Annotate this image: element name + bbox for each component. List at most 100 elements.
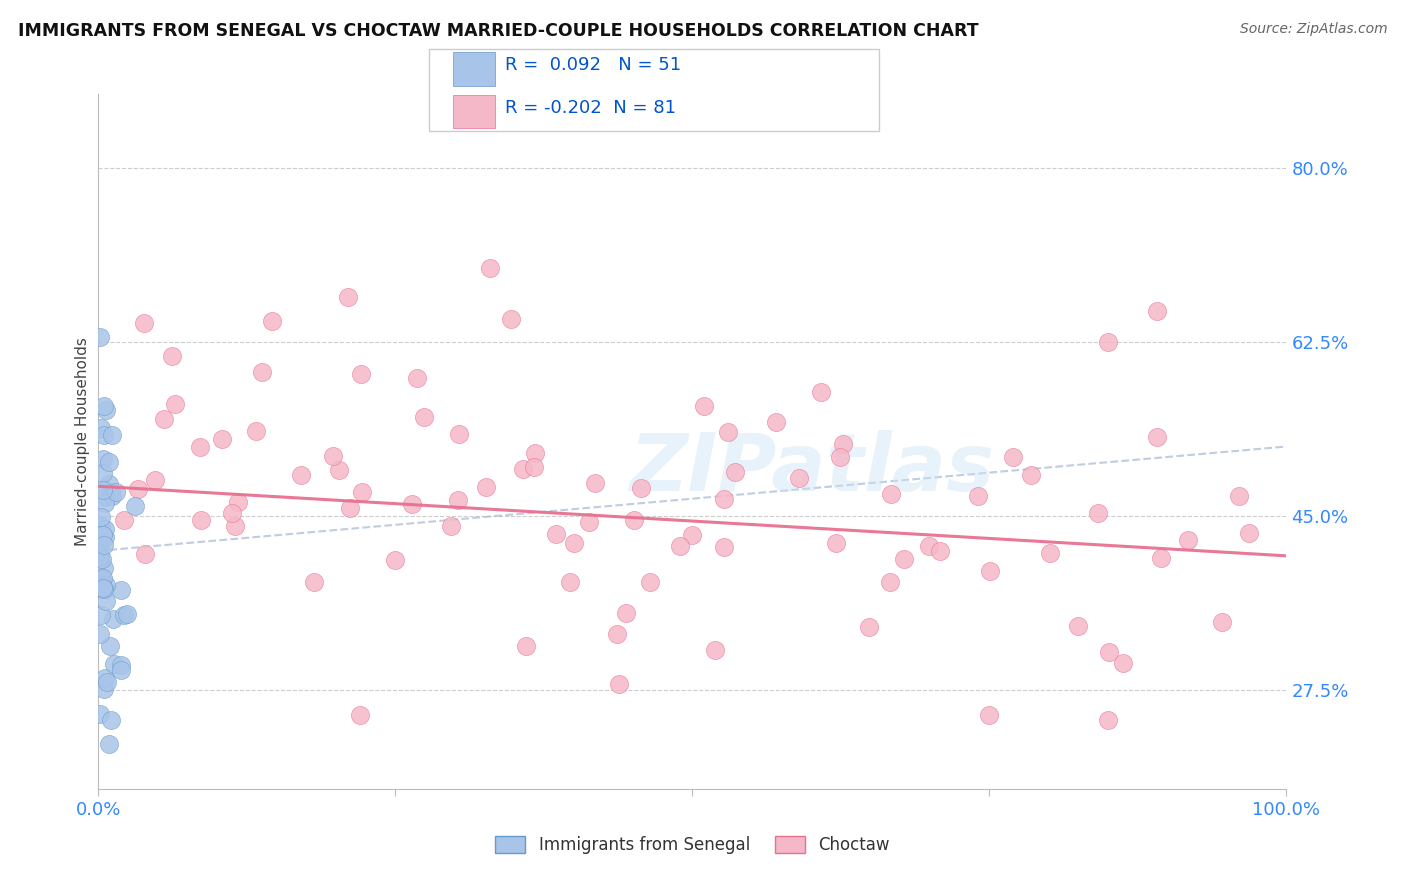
Point: [98, 477, 121, 491]
Point: [94, 671, 117, 685]
Point: [713, 491, 735, 506]
Point: [825, 536, 848, 550]
Point: [89, 549, 111, 563]
Point: [614, 607, 637, 621]
Point: [810, 385, 832, 400]
Point: [152, 412, 174, 426]
Point: [93, 400, 115, 414]
Point: [89, 330, 111, 344]
Point: [560, 574, 582, 589]
Point: [349, 707, 371, 722]
Text: Source: ZipAtlas.com: Source: ZipAtlas.com: [1240, 22, 1388, 37]
Point: [91, 581, 114, 595]
Point: [1146, 430, 1168, 444]
Point: [336, 290, 359, 304]
Point: [1039, 546, 1062, 560]
Point: [90, 510, 112, 524]
Point: [328, 463, 350, 477]
Point: [703, 642, 725, 657]
Point: [132, 316, 155, 330]
Point: [929, 544, 952, 558]
Point: [440, 518, 463, 533]
Point: [110, 583, 132, 598]
Point: [401, 497, 423, 511]
Point: [104, 484, 127, 499]
Point: [93, 681, 115, 696]
Text: R =  0.092   N = 51: R = 0.092 N = 51: [505, 56, 681, 74]
Point: [606, 626, 628, 640]
Point: [1097, 335, 1119, 350]
Point: [640, 575, 662, 590]
Point: [669, 539, 692, 553]
Point: [93, 537, 115, 551]
Point: [512, 462, 534, 476]
Point: [979, 707, 1001, 722]
Point: [94, 522, 117, 536]
Point: [93, 560, 115, 574]
Point: [524, 446, 547, 460]
Point: [322, 449, 344, 463]
Point: [1112, 656, 1135, 670]
Point: [93, 582, 115, 597]
Point: [787, 471, 810, 485]
Point: [583, 475, 606, 490]
Point: [630, 481, 652, 495]
Point: [134, 547, 156, 561]
Point: [90, 574, 112, 588]
Point: [681, 527, 703, 541]
Point: [578, 515, 600, 529]
Point: [1177, 533, 1199, 547]
Point: [880, 487, 903, 501]
Point: [100, 713, 122, 727]
Point: [832, 437, 855, 451]
Point: [499, 312, 522, 326]
Point: [523, 460, 546, 475]
Point: [693, 399, 716, 413]
Point: [1227, 489, 1250, 503]
Point: [90, 608, 112, 623]
Point: [96, 675, 118, 690]
Point: [1097, 713, 1119, 727]
Point: [413, 409, 436, 424]
Point: [115, 607, 138, 622]
Point: [94, 531, 117, 545]
Point: [350, 485, 373, 500]
Point: [100, 489, 122, 503]
Point: [90, 421, 112, 435]
Point: [101, 611, 124, 625]
Point: [90, 570, 112, 584]
Point: [103, 657, 125, 671]
Point: [406, 371, 429, 385]
Point: [893, 551, 915, 566]
Point: [89, 541, 111, 555]
Point: [94, 403, 117, 417]
Point: [1002, 450, 1025, 464]
Point: [91, 451, 114, 466]
Point: [101, 428, 124, 442]
Point: [94, 578, 117, 592]
Point: [1098, 645, 1121, 659]
Point: [350, 367, 373, 381]
Point: [100, 485, 122, 500]
Point: [607, 676, 630, 690]
Point: [93, 496, 115, 510]
Point: [562, 536, 585, 550]
Point: [858, 620, 880, 634]
Point: [544, 527, 567, 541]
Point: [188, 440, 211, 454]
Point: [190, 513, 212, 527]
Point: [623, 513, 645, 527]
Point: [93, 427, 115, 442]
Point: [717, 425, 740, 439]
Point: [1237, 525, 1260, 540]
Point: [1149, 551, 1171, 566]
Legend: Immigrants from Senegal, Choctaw: Immigrants from Senegal, Choctaw: [488, 830, 897, 861]
Point: [124, 499, 146, 513]
Point: [89, 627, 111, 641]
Point: [724, 465, 747, 479]
Point: [290, 467, 312, 482]
Text: IMMIGRANTS FROM SENEGAL VS CHOCTAW MARRIED-COUPLE HOUSEHOLDS CORRELATION CHART: IMMIGRANTS FROM SENEGAL VS CHOCTAW MARRI…: [18, 22, 979, 40]
Point: [339, 500, 361, 515]
Text: ZIPatlas: ZIPatlas: [628, 430, 994, 508]
Point: [765, 415, 787, 429]
